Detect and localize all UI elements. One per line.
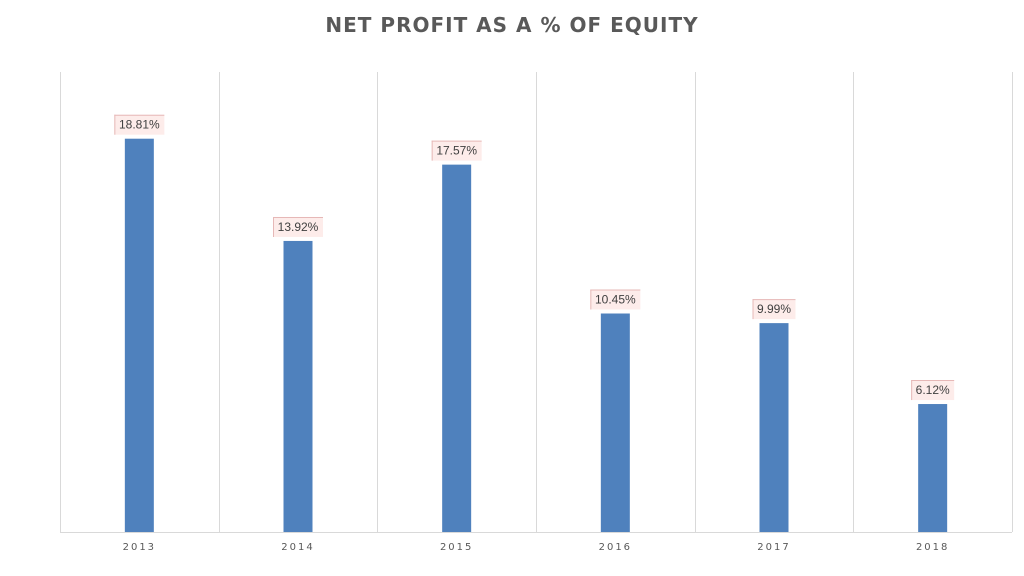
- data-label-box: [114, 114, 165, 135]
- bar-2017: [759, 323, 789, 532]
- data-label-2013: 18.81%: [114, 114, 165, 135]
- bar-2013: [124, 138, 154, 532]
- tick-label-2013: 2013: [123, 542, 156, 553]
- tick-label-2015: 2015: [440, 542, 473, 553]
- data-label-2017: 9.99%: [752, 299, 796, 320]
- tick-label-2014: 2014: [281, 542, 314, 553]
- data-labels: 18.81% 13.92% 17.57% 10.45% 9.99% 6.12%: [114, 114, 955, 401]
- data-label-text: 17.57%: [436, 144, 477, 158]
- bar-2014: [283, 240, 313, 533]
- data-label-box: [911, 380, 955, 401]
- data-label-box: [273, 216, 323, 237]
- data-label-text: 13.92%: [278, 220, 319, 234]
- data-label-text: 10.45%: [595, 293, 636, 307]
- bars: [124, 138, 948, 533]
- x-tick-labels: 2013 2014 2015 2016 2017 2018: [123, 542, 949, 553]
- chart-title: NET PROFIT AS A % OF EQUITY: [325, 13, 699, 37]
- data-label-text: 18.81%: [119, 118, 160, 132]
- tick-label-2016: 2016: [599, 542, 632, 553]
- bar-2015: [442, 164, 472, 533]
- data-label-box: [752, 299, 796, 320]
- bar-2016: [600, 313, 630, 532]
- data-label-2016: 10.45%: [590, 289, 641, 310]
- data-label-2015: 17.57%: [431, 140, 482, 161]
- gridlines: [60, 72, 1013, 532]
- bar-2018: [918, 404, 948, 532]
- data-label-box: [590, 289, 641, 310]
- data-label-2014: 13.92%: [273, 216, 323, 237]
- data-label-box: [431, 140, 482, 161]
- tick-label-2018: 2018: [916, 542, 949, 553]
- tick-label-2017: 2017: [757, 542, 790, 553]
- data-label-2018: 6.12%: [911, 380, 955, 401]
- data-label-text: 9.99%: [757, 302, 791, 316]
- data-label-text: 6.12%: [916, 383, 950, 397]
